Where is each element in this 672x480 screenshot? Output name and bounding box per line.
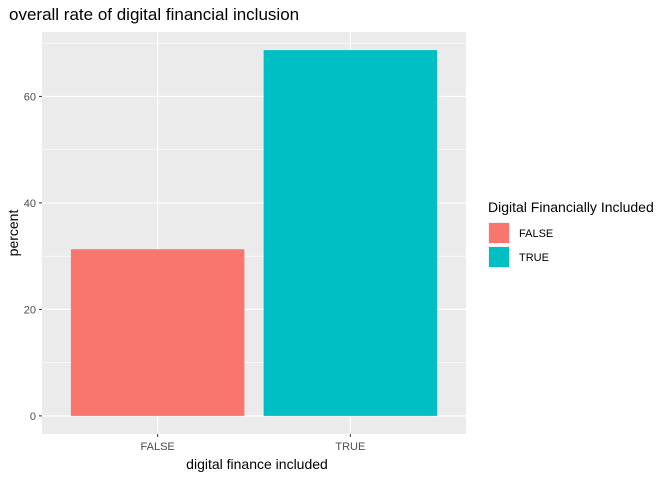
legend-title: Digital Financially Included xyxy=(488,199,654,215)
y-axis-title: percent xyxy=(5,210,21,257)
y-tick-label: 60 xyxy=(24,91,36,103)
y-tick-label: 40 xyxy=(24,198,36,210)
legend-swatch-true xyxy=(489,247,509,267)
y-tick-label: 20 xyxy=(24,304,36,316)
legend-label-true: TRUE xyxy=(519,252,549,264)
bar-true xyxy=(263,50,438,416)
legend-swatch-false xyxy=(489,223,509,243)
axes: 0 20 40 60 FALSE TRUE xyxy=(24,91,366,453)
x-tick-label: TRUE xyxy=(335,441,365,453)
bars xyxy=(70,50,438,416)
x-tick-label: FALSE xyxy=(141,441,175,453)
bar-false xyxy=(70,249,245,416)
legend-label-false: FALSE xyxy=(519,228,553,240)
y-tick-label: 0 xyxy=(30,411,36,423)
chart-title: overall rate of digital financial inclus… xyxy=(9,5,299,24)
legend: Digital Financially Included FALSE TRUE xyxy=(488,199,654,268)
x-axis-title: digital finance included xyxy=(186,456,328,472)
